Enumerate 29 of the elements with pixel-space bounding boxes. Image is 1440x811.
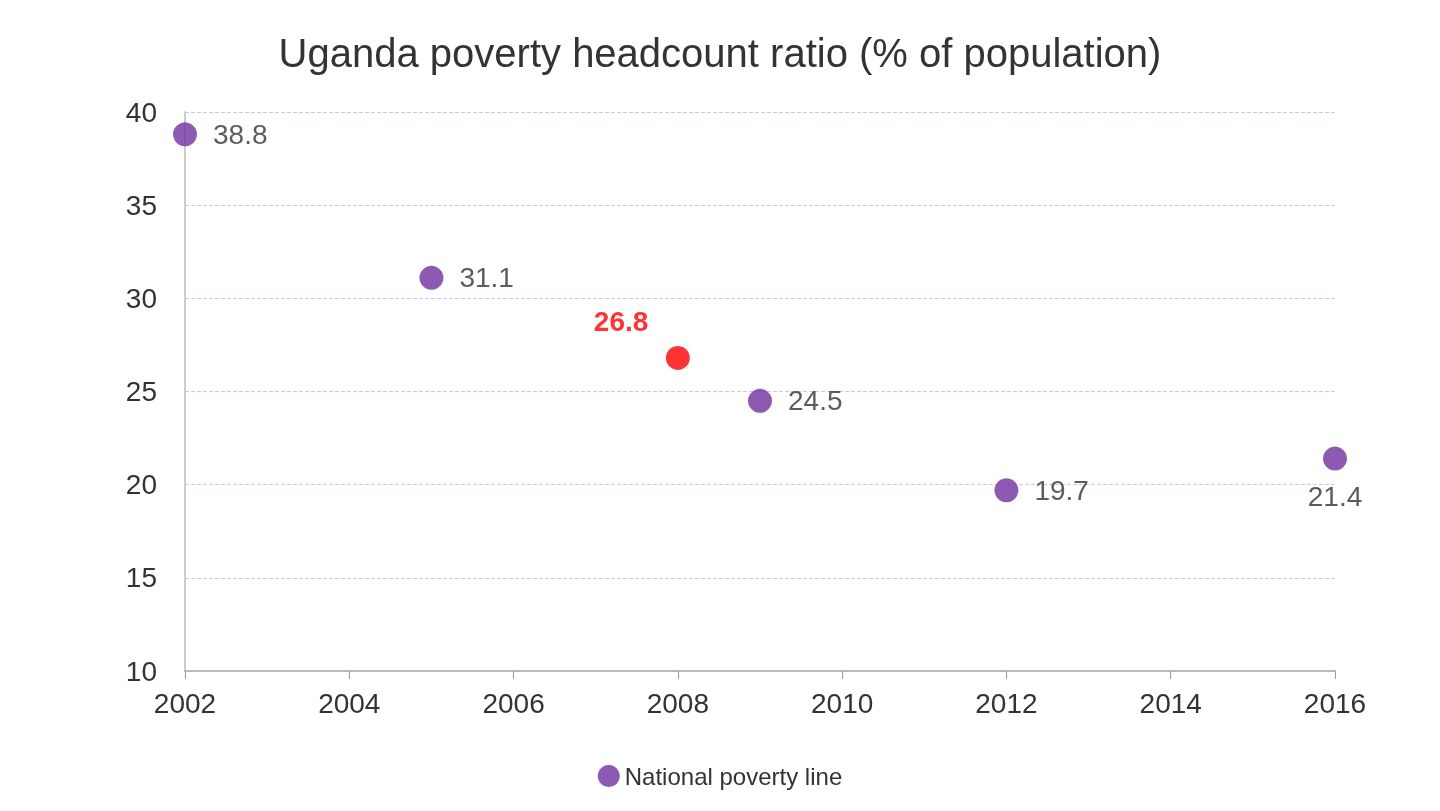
data-label: 24.5 bbox=[788, 385, 843, 417]
data-label: 21.4 bbox=[1307, 481, 1363, 513]
point bbox=[994, 478, 1019, 503]
y-tick-label: 20 bbox=[125, 469, 157, 501]
x-tick-label: 2004 bbox=[318, 687, 381, 719]
data-label: 38.8 bbox=[213, 118, 268, 150]
x-tick-label: 2010 bbox=[810, 687, 874, 719]
data-label: 31.1 bbox=[459, 262, 514, 294]
point bbox=[173, 122, 197, 147]
y-tick-label: 30 bbox=[125, 282, 157, 314]
x-tick-label: 2014 bbox=[1139, 687, 1202, 719]
data-label: 26.8 bbox=[593, 306, 649, 338]
y-tick-label: 10 bbox=[125, 655, 157, 687]
y-tick-label: 15 bbox=[125, 562, 157, 594]
x-tick-label: 2012 bbox=[975, 687, 1038, 719]
data-label: 19.7 bbox=[1034, 474, 1089, 506]
x-tick-label: 2002 bbox=[153, 687, 217, 719]
point bbox=[419, 265, 444, 290]
legend-label: National poverty line bbox=[624, 762, 843, 790]
point bbox=[665, 345, 690, 370]
x-tick-label: 2016 bbox=[1303, 687, 1367, 719]
y-tick-label: 25 bbox=[125, 376, 157, 407]
point bbox=[1323, 446, 1347, 471]
chart-title: Uganda poverty headcount ratio (% of population) bbox=[278, 31, 1162, 75]
point bbox=[748, 388, 772, 413]
x-tick-label: 2008 bbox=[646, 687, 710, 719]
y-tick-label: 35 bbox=[125, 189, 157, 221]
x-tick-label: 2006 bbox=[482, 687, 545, 719]
y-tick-label: 40 bbox=[125, 96, 157, 128]
